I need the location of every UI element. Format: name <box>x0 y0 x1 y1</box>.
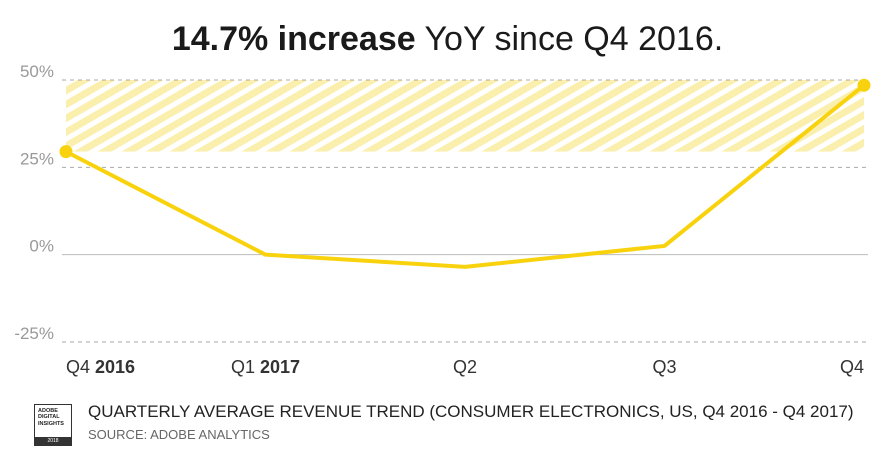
y-tick-label: 0% <box>29 237 54 256</box>
chart-footer: ADOBE DIGITAL INSIGHTS 2018 QUARTERLY AVER… <box>34 402 864 448</box>
x-tick-label: Q2 <box>453 357 477 377</box>
chart-source: SOURCE: ADOBE ANALYTICS <box>88 427 270 442</box>
chart-title-bold: 14.7% increase <box>171 20 416 58</box>
badge-year: 2018 <box>35 437 71 445</box>
adobe-digital-insights-logo: ADOBE DIGITAL INSIGHTS 2018 <box>34 404 72 446</box>
y-tick-label: 50% <box>20 62 54 81</box>
x-tick-label: Q3 <box>652 357 676 377</box>
x-tick-label: Q4 <box>840 357 864 377</box>
chart-subtitle: QUARTERLY AVERAGE REVENUE TREND (CONSUME… <box>88 402 854 421</box>
chart-title-light: YoY since Q4 2016. <box>424 20 724 58</box>
data-point <box>857 78 871 92</box>
x-tick-label: Q4 2016 <box>66 357 135 377</box>
badge-line: INSIGHTS <box>38 420 64 427</box>
x-tick-label: Q1 2017 <box>231 357 300 377</box>
line-chart: 50% 25% 0% -25% Q4 2016 Q1 2017 Q2 Q3 Q4 <box>14 62 871 377</box>
highlight-band <box>66 80 864 152</box>
y-tick-label: -25% <box>14 324 54 343</box>
series-line <box>65 83 866 269</box>
data-point <box>59 145 73 159</box>
badge-line: DIGITAL <box>38 414 60 421</box>
chart-title: 14.7% increase YoY since Q4 2016. <box>0 20 895 59</box>
badge-line: ADOBE <box>38 408 58 414</box>
y-tick-label: 25% <box>20 149 54 168</box>
